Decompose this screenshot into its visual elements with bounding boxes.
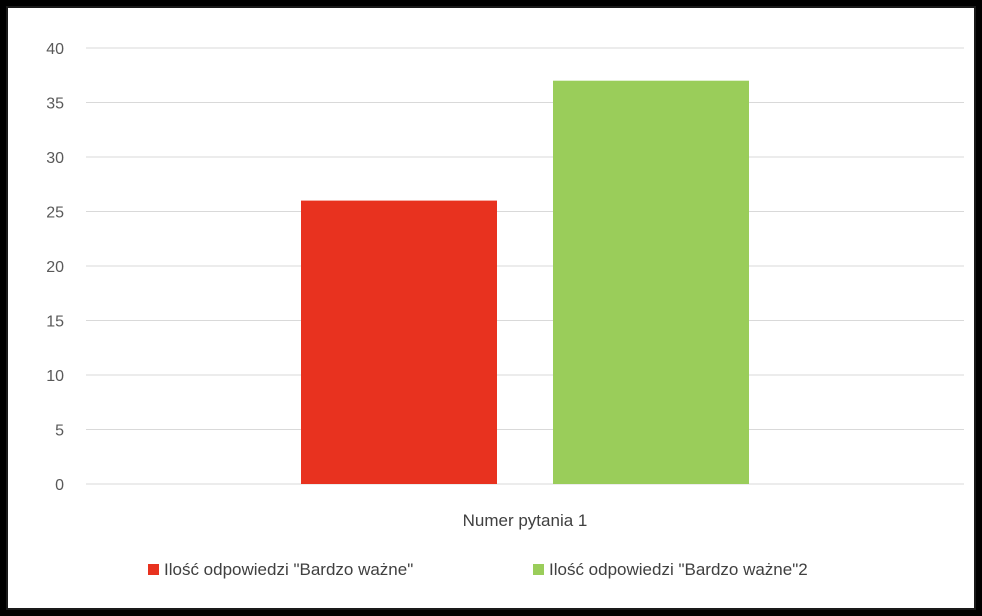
y-tick-label: 25 <box>46 205 64 222</box>
y-tick-label: 10 <box>46 368 64 385</box>
x-axis-category-labels: Numer pytania 1 <box>463 511 588 530</box>
legend-label: Ilość odpowiedzi "Bardzo ważne" <box>164 560 413 579</box>
bar-series-2 <box>553 81 749 484</box>
bars <box>301 81 749 484</box>
bar-chart: 0 5 10 15 20 25 30 35 40 Numer pytania 1 Ilość o… <box>8 8 974 608</box>
legend-swatch <box>533 564 544 575</box>
legend-label: Ilość odpowiedzi "Bardzo ważne"2 <box>549 560 808 579</box>
y-tick-label: 30 <box>46 150 64 167</box>
y-axis-tick-labels: 0 5 10 15 20 25 30 35 40 <box>46 41 64 494</box>
legend-swatch <box>148 564 159 575</box>
y-tick-label: 40 <box>46 41 64 58</box>
y-tick-label: 15 <box>46 314 64 331</box>
y-tick-label: 5 <box>55 423 64 440</box>
y-tick-label: 20 <box>46 259 64 276</box>
category-label: Numer pytania 1 <box>463 511 588 530</box>
chart-frame: 0 5 10 15 20 25 30 35 40 Numer pytania 1 Ilość o… <box>6 6 976 610</box>
legend: Ilość odpowiedzi "Bardzo ważne" Ilość odp… <box>148 560 808 579</box>
gridlines <box>86 48 964 484</box>
bar-series-1 <box>301 201 497 484</box>
y-tick-label: 35 <box>46 96 64 113</box>
y-tick-label: 0 <box>55 477 64 494</box>
